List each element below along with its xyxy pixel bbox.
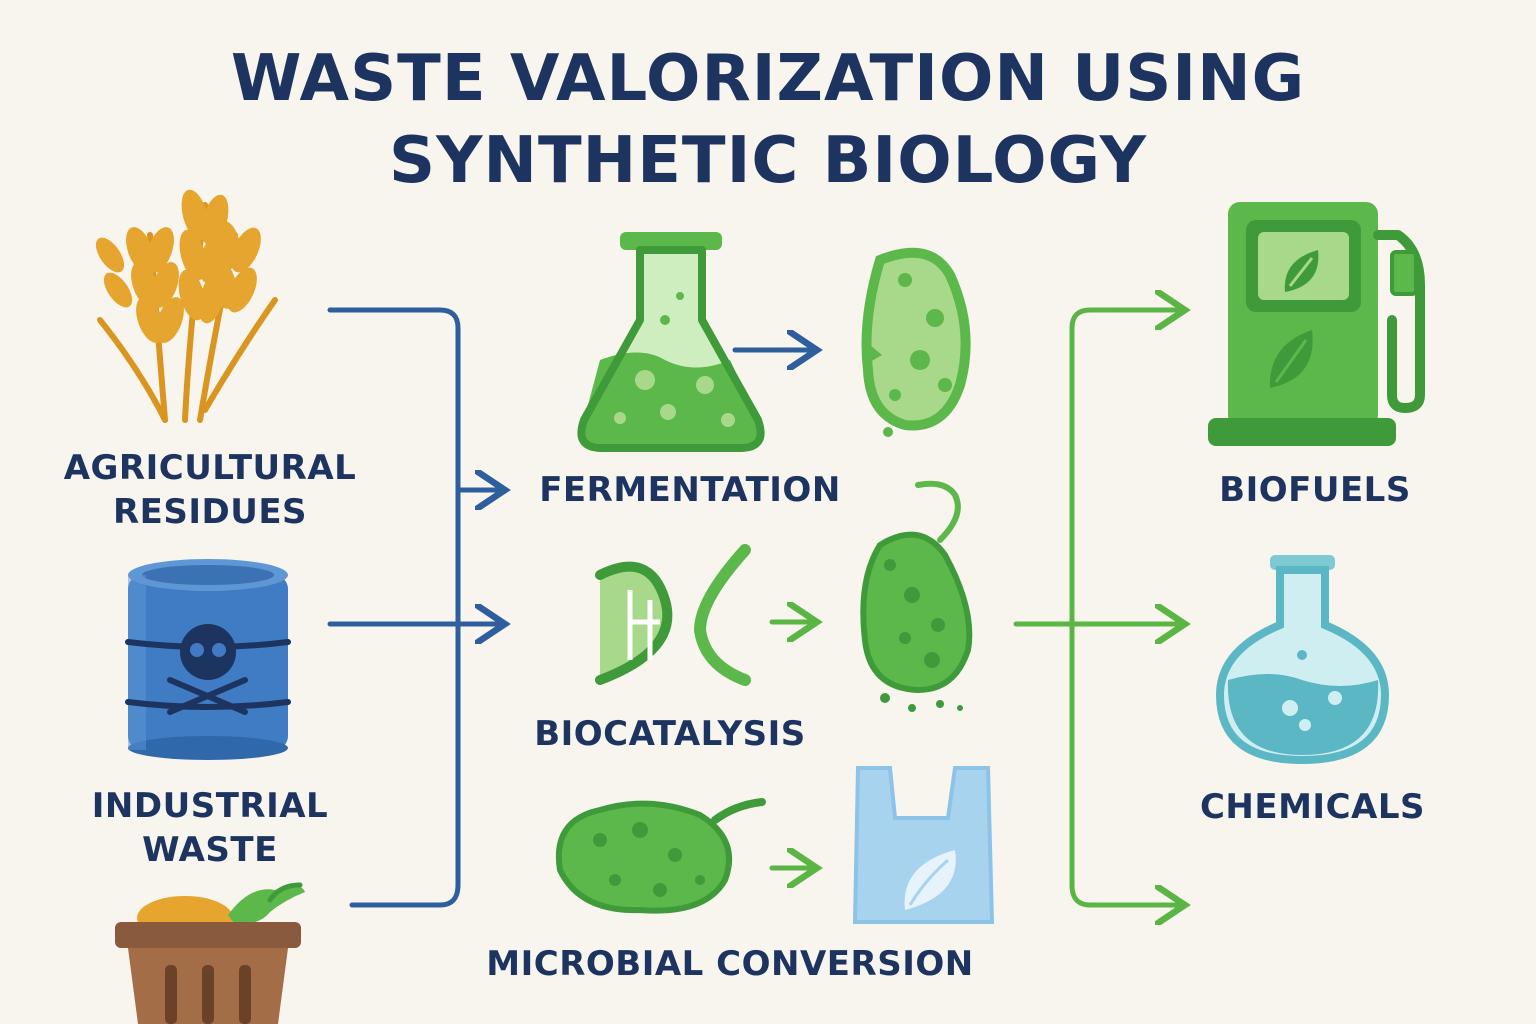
chemicals-label: CHEMICALS bbox=[1180, 785, 1445, 829]
process-arrows bbox=[732, 350, 812, 868]
biocatalysis-label: BIOCATALYSIS bbox=[520, 712, 820, 756]
biofuels-label-text: BIOFUELS bbox=[1219, 470, 1411, 510]
industrial-waste-label: INDUSTRIAL WASTE bbox=[60, 784, 360, 872]
fermentation-label-text: FERMENTATION bbox=[539, 470, 841, 510]
bioplastic-bag-icon bbox=[852, 766, 995, 924]
fuel-pump-icon bbox=[1208, 202, 1425, 446]
microbial-conversion-label: MICROBIAL CONVERSION bbox=[470, 942, 990, 986]
bacterium-icon-1 bbox=[861, 247, 971, 437]
food-waste-bin-icon bbox=[115, 882, 305, 1024]
toxic-barrel-icon bbox=[125, 559, 291, 760]
agricultural-label-line-2: RESIDUES bbox=[112, 492, 308, 532]
biofuels-label: BIOFUELS bbox=[1190, 468, 1440, 512]
microbe-icon bbox=[555, 798, 766, 914]
dna-icon bbox=[595, 544, 751, 686]
microbial-conversion-label-text: MICROBIAL CONVERSION bbox=[486, 944, 974, 984]
connector-agricultural bbox=[327, 307, 461, 908]
connector-to-biofuels bbox=[1069, 307, 1180, 905]
agricultural-residues-label: AGRICULTURAL RESIDUES bbox=[60, 446, 360, 534]
industrial-label-line-1: INDUSTRIAL bbox=[91, 786, 329, 826]
biocatalysis-label-text: BIOCATALYSIS bbox=[534, 714, 806, 754]
flask-icon bbox=[577, 232, 765, 452]
bacterium-icon-2 bbox=[860, 480, 973, 712]
chemicals-label-text: CHEMICALS bbox=[1199, 787, 1426, 827]
input-connectors bbox=[327, 307, 500, 908]
output-connectors bbox=[1013, 307, 1180, 905]
title-line-1: WASTE VALORIZATION USING bbox=[230, 42, 1306, 116]
fermentation-label: FERMENTATION bbox=[530, 468, 850, 512]
page-title: WASTE VALORIZATION USING SYNTHETIC BIOLO… bbox=[0, 38, 1536, 202]
round-flask-icon bbox=[1215, 555, 1390, 765]
wheat-icon bbox=[95, 189, 278, 423]
title-line-2: SYNTHETIC BIOLOGY bbox=[388, 124, 1148, 198]
agricultural-label-line-1: AGRICULTURAL bbox=[63, 448, 357, 488]
industrial-label-line-2: WASTE bbox=[142, 830, 278, 870]
